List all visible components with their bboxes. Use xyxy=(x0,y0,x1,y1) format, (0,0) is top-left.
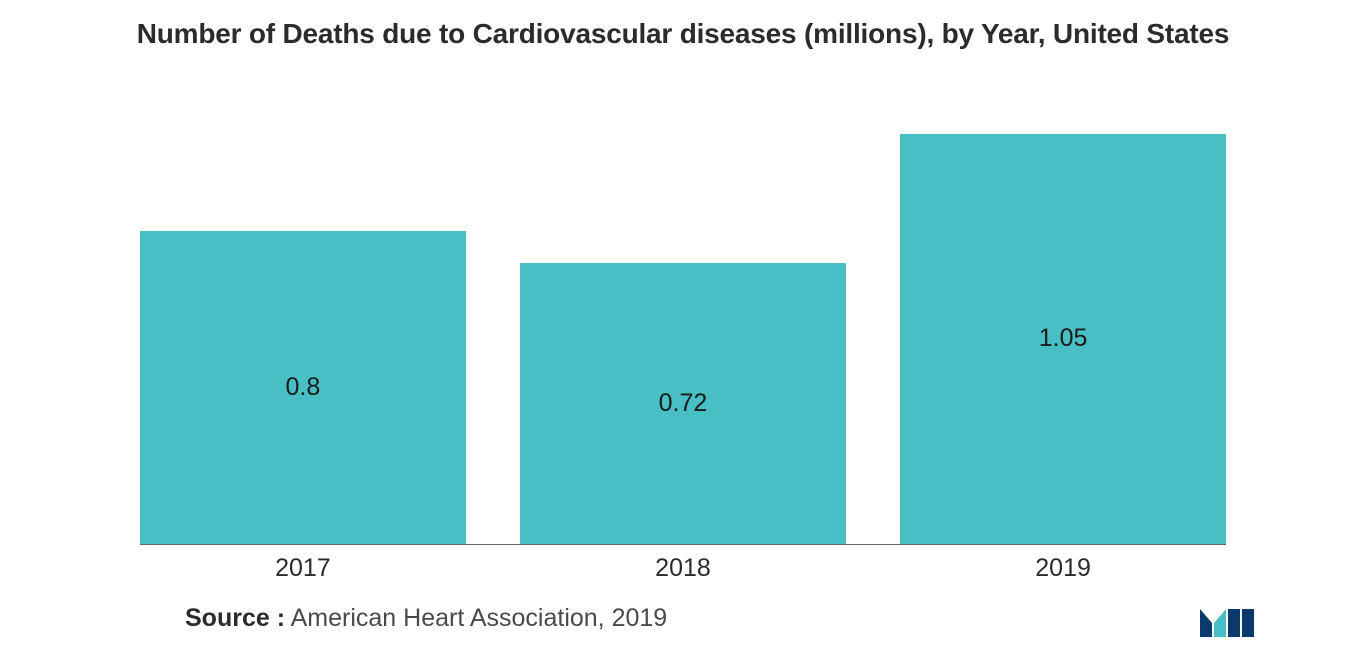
bar-value-label: 0.8 xyxy=(286,373,321,402)
source-text: American Heart Association, 2019 xyxy=(285,604,667,632)
x-axis-labels: 2017 2018 2019 xyxy=(140,554,1226,583)
x-label: 2018 xyxy=(520,554,846,583)
mi-logo-icon xyxy=(1198,601,1256,639)
chart-container: Number of Deaths due to Cardiovascular d… xyxy=(0,0,1366,655)
bar-value-label: 0.72 xyxy=(659,389,708,418)
bar-slot: 1.05 xyxy=(900,75,1226,544)
source-line: Source : American Heart Association, 201… xyxy=(185,604,667,633)
source-label: Source : xyxy=(185,604,285,632)
bar-2017: 0.8 xyxy=(140,231,466,544)
bar-2019: 1.05 xyxy=(900,134,1226,544)
bar-value-label: 1.05 xyxy=(1039,324,1088,353)
bar-slot: 0.72 xyxy=(520,75,846,544)
plot-area: 0.8 0.72 1.05 xyxy=(140,75,1226,545)
bars-group: 0.8 0.72 1.05 xyxy=(140,75,1226,544)
bar-2018: 0.72 xyxy=(520,263,846,544)
x-label: 2017 xyxy=(140,554,466,583)
x-label: 2019 xyxy=(900,554,1226,583)
bar-slot: 0.8 xyxy=(140,75,466,544)
chart-title: Number of Deaths due to Cardiovascular d… xyxy=(0,18,1366,50)
